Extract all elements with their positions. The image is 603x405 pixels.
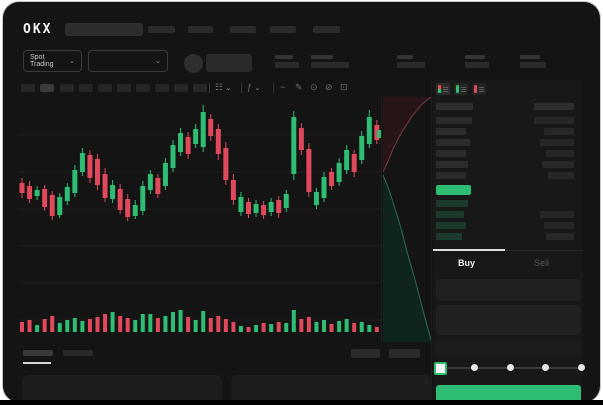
amount-input[interactable]: [436, 305, 581, 335]
ask-amount[interactable]: [548, 172, 574, 179]
nav-item[interactable]: [270, 26, 296, 33]
bottom-tab-indicator: [23, 362, 51, 364]
toolbar-divider: [209, 83, 210, 93]
timeframe-button[interactable]: [21, 84, 35, 92]
bottom-action-button[interactable]: [351, 349, 380, 358]
bottom-panel: [231, 375, 431, 402]
nav-item[interactable]: [148, 26, 175, 33]
timeframe-button[interactable]: [174, 84, 188, 92]
ask-price[interactable]: [436, 172, 466, 179]
bottom-panel: [22, 375, 222, 402]
timeframe-button[interactable]: [98, 84, 112, 92]
ask-amount[interactable]: [546, 150, 574, 157]
timeframe-button-active[interactable]: [40, 84, 54, 92]
timeframe-button[interactable]: [79, 84, 93, 92]
pair-selector-dropdown[interactable]: ⌄: [88, 50, 168, 72]
camera-icon[interactable]: ⊙: [310, 82, 318, 92]
bid-price[interactable]: [436, 222, 466, 229]
okx-logo: OKX: [23, 22, 53, 37]
tab-sell[interactable]: Sell: [534, 258, 550, 268]
bid-amount[interactable]: [546, 233, 574, 240]
total-field[interactable]: [436, 340, 581, 356]
hide-icon[interactable]: ⊘: [325, 82, 333, 92]
slider-dot[interactable]: [507, 364, 514, 371]
bid-amount[interactable]: [540, 211, 574, 218]
toolbar-divider: [241, 83, 242, 93]
stat-label: [311, 55, 333, 59]
spot-trading-dropdown[interactable]: Spot Trading ⌄: [23, 50, 82, 72]
orderbook-view-all-icon[interactable]: [436, 83, 450, 95]
pair-name-placeholder: [206, 54, 252, 72]
ask-price[interactable]: [436, 150, 466, 157]
buy-button[interactable]: [436, 385, 581, 402]
coin-icon: [184, 54, 203, 73]
stat-value: [465, 62, 489, 68]
ask-amount[interactable]: [534, 117, 574, 124]
draw-icon[interactable]: ✎: [295, 82, 303, 92]
orderbook-view-buys-icon[interactable]: [454, 83, 468, 95]
chart-type-dropdown[interactable]: ☷ ⌄: [215, 82, 232, 92]
stat-label: [275, 55, 293, 59]
timeframe-button[interactable]: [117, 84, 131, 92]
chevron-down-icon: ⌄: [155, 57, 161, 65]
stat-label: [520, 55, 540, 59]
bid-price[interactable]: [436, 200, 468, 207]
orderbook-header-amount[interactable]: [534, 103, 574, 110]
ask-price[interactable]: [436, 139, 470, 146]
tab-buy[interactable]: Buy: [458, 258, 476, 268]
nav-item[interactable]: [230, 26, 256, 33]
timeframe-button[interactable]: [60, 84, 74, 92]
last-price-badge[interactable]: [436, 185, 471, 195]
bid-price[interactable]: [436, 233, 462, 240]
stat-value: [520, 62, 546, 68]
slider-handle[interactable]: [434, 362, 447, 375]
nav-item[interactable]: [313, 26, 340, 33]
timeframe-button[interactable]: [136, 84, 150, 92]
nav-item[interactable]: [188, 26, 213, 33]
depth-chart: [383, 97, 431, 342]
slider-dot[interactable]: [542, 364, 549, 371]
price-input[interactable]: [436, 279, 581, 301]
ask-amount[interactable]: [544, 128, 574, 135]
bottom-tab[interactable]: [63, 350, 93, 356]
price-chart[interactable]: [3, 2, 600, 402]
toolbar-divider: [273, 83, 274, 93]
slider-dot[interactable]: [578, 364, 585, 371]
stat-value: [275, 62, 299, 68]
chevron-down-icon: ⌄: [69, 57, 75, 65]
fullscreen-icon[interactable]: ⊡: [340, 82, 348, 92]
bottom-action-button[interactable]: [389, 349, 420, 358]
ask-amount[interactable]: [542, 161, 574, 168]
panel-divider: [381, 97, 382, 342]
ask-amount[interactable]: [540, 139, 574, 146]
bottom-tab-active[interactable]: [23, 350, 53, 356]
tab-divider: [433, 250, 583, 251]
panel-divider: [431, 80, 432, 402]
app-window: OKX Spot Trading ⌄ ⌄ ☷ ⌄ ƒ ⌄ ~ ✎ ⊙ ⊘ ⊡: [3, 2, 600, 402]
line-tool-icon[interactable]: ~: [280, 82, 286, 92]
stat-value: [311, 62, 349, 68]
spot-trading-label: Spot Trading: [30, 54, 54, 68]
timeframe-button[interactable]: [193, 84, 207, 92]
indicators-dropdown[interactable]: ƒ ⌄: [247, 82, 261, 92]
slider-dot[interactable]: [471, 364, 478, 371]
stat-label: [397, 55, 413, 59]
orderbook-view-sells-icon[interactable]: [472, 83, 486, 95]
orderbook-header-price[interactable]: [436, 103, 473, 110]
buy-tab-indicator: [433, 249, 505, 251]
ask-price[interactable]: [436, 128, 466, 135]
stat-value: [397, 62, 425, 68]
screen-edge: [0, 400, 603, 405]
ask-price[interactable]: [436, 117, 472, 124]
bid-price[interactable]: [436, 211, 464, 218]
ask-price[interactable]: [436, 161, 468, 168]
stat-label: [465, 55, 485, 59]
timeframe-button[interactable]: [155, 84, 169, 92]
bid-amount[interactable]: [544, 222, 574, 229]
search-input[interactable]: [65, 23, 143, 36]
last-price-marker: [377, 130, 382, 138]
